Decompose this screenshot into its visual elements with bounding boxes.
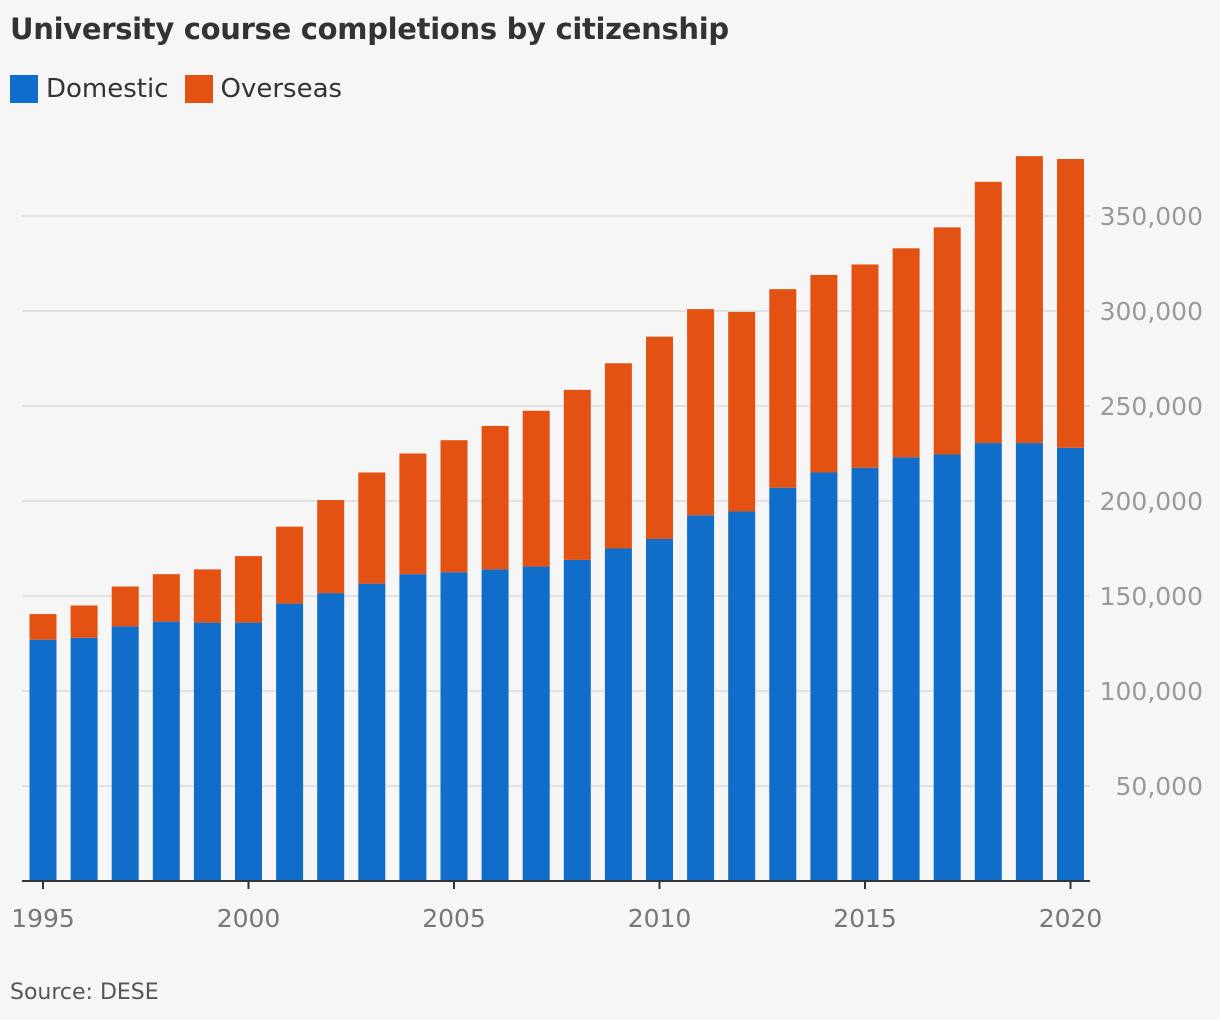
x-tick-label: 2015 <box>833 904 897 933</box>
legend-item-domestic: Domestic <box>10 74 169 104</box>
y-tick-label: 350,000 <box>1100 202 1203 231</box>
bar-overseas-2000 <box>235 556 262 623</box>
legend-swatch-domestic <box>10 75 38 103</box>
bar-domestic-2000 <box>235 622 262 881</box>
bar-domestic-2020 <box>1057 447 1084 881</box>
bar-domestic-1996 <box>70 637 98 881</box>
bar-overseas-2006 <box>481 425 509 570</box>
bar-overseas-1997 <box>111 586 139 627</box>
bar-overseas-2010 <box>646 336 673 539</box>
bar-overseas-2017 <box>933 227 961 455</box>
bar-domestic-2018 <box>974 443 1002 881</box>
bar-overseas-2008 <box>563 389 591 560</box>
bar-domestic-2006 <box>481 569 509 881</box>
gridlines <box>22 215 1090 787</box>
bar-domestic-2012 <box>728 511 756 881</box>
bar-overseas-2013 <box>769 289 797 488</box>
bar-domestic-2015 <box>851 467 879 881</box>
bar-domestic-1998 <box>152 621 180 881</box>
bar-overseas-2005 <box>440 440 468 573</box>
bar-overseas-2016 <box>892 248 920 458</box>
y-tick-label: 300,000 <box>1100 297 1203 326</box>
y-tick-label: 200,000 <box>1100 487 1203 516</box>
bar-domestic-2004 <box>399 574 427 881</box>
x-tick-label: 2005 <box>422 904 486 933</box>
bar-overseas-1996 <box>70 605 98 638</box>
bar-domestic-2017 <box>933 454 961 881</box>
bar-domestic-2002 <box>317 593 345 881</box>
bar-overseas-1998 <box>152 574 180 622</box>
y-tick-label: 150,000 <box>1100 582 1203 611</box>
bar-overseas-2014 <box>810 274 838 473</box>
bar-domestic-2001 <box>276 603 304 881</box>
bar-domestic-1995 <box>29 639 57 881</box>
bar-domestic-2016 <box>892 457 920 881</box>
legend-label-domestic: Domestic <box>46 74 169 104</box>
bar-domestic-2008 <box>563 559 591 881</box>
x-tick-label: 2000 <box>217 904 281 933</box>
chart-title: University course completions by citizen… <box>10 12 729 46</box>
bar-domestic-2005 <box>440 572 468 881</box>
bar-domestic-2010 <box>646 539 673 881</box>
bar-domestic-2014 <box>810 472 838 881</box>
legend-label-overseas: Overseas <box>220 74 343 104</box>
x-axis <box>22 880 1090 889</box>
bar-domestic-2003 <box>358 583 386 881</box>
source-note: Source: DESE <box>10 980 159 1005</box>
bar-domestic-2013 <box>769 487 797 881</box>
bar-domestic-2009 <box>604 548 632 881</box>
bar-overseas-2003 <box>358 472 386 584</box>
bar-overseas-2001 <box>276 526 304 604</box>
bar-overseas-2009 <box>604 363 632 549</box>
y-tick-label: 250,000 <box>1100 392 1203 421</box>
bar-overseas-2015 <box>851 264 879 468</box>
legend-swatch-overseas <box>184 75 213 103</box>
bar-overseas-2020 <box>1057 159 1084 448</box>
x-tick-label: 2020 <box>1039 904 1103 933</box>
bar-overseas-2004 <box>399 453 427 575</box>
bar-overseas-2012 <box>728 311 756 512</box>
y-axis-labels: 50,000 100,000 150,000 200,000 250,000 300,00… <box>1100 202 1203 801</box>
x-tick-label: 1995 <box>11 904 75 933</box>
bar-domestic-2007 <box>522 566 550 881</box>
x-tick-label: 2010 <box>628 904 692 933</box>
x-axis-labels: 1995 2000 2005 2010 2015 2020 <box>11 904 1102 933</box>
bar-overseas-2011 <box>687 309 715 516</box>
bar-domestic-2019 <box>1015 443 1043 881</box>
bar-overseas-1999 <box>193 569 221 623</box>
legend: Domestic Overseas <box>10 74 358 104</box>
bar-overseas-2007 <box>522 410 550 567</box>
y-tick-label: 50,000 <box>1116 772 1203 801</box>
y-tick-label: 100,000 <box>1100 677 1203 706</box>
bar-overseas-2019 <box>1015 156 1043 444</box>
legend-item-overseas: Overseas <box>184 74 343 104</box>
bar-overseas-1995 <box>29 614 57 640</box>
bar-overseas-2018 <box>974 181 1002 444</box>
bars <box>29 156 1084 881</box>
bar-overseas-2002 <box>317 500 345 594</box>
bar-domestic-1997 <box>111 626 139 881</box>
bar-domestic-2011 <box>687 515 715 881</box>
bar-domestic-1999 <box>193 622 221 881</box>
